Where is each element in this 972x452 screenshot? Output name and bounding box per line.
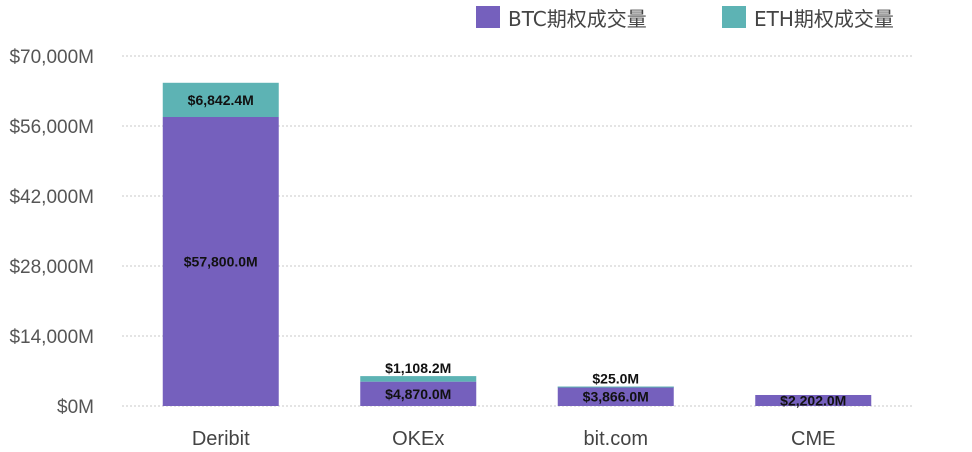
- data-labels: $57,800.0M $6,842.4M $4,870.0M $1,108.2M $3,…: [184, 92, 847, 409]
- data-label: $3,866.0M: [583, 388, 649, 404]
- data-label: $1,108.2M: [385, 360, 451, 376]
- data-label: $57,800.0M: [184, 254, 258, 270]
- bar-BTC期权成交量-OKEx: [360, 381, 477, 406]
- x-tick-label: OKEx: [392, 428, 444, 450]
- y-tick-label: $70,000M: [9, 47, 94, 68]
- bar-ETH期权成交量-OKEx: [360, 376, 477, 382]
- bars: [162, 82, 872, 406]
- y-axis-ticks: $0M $14,000M $28,000M $42,000M $56,000M $70,0…: [9, 47, 94, 418]
- data-label: $25.0M: [592, 371, 639, 387]
- bar-BTC期权成交量-Deribit: [162, 117, 279, 406]
- bar-ETH期权成交量-bit.com: [557, 386, 674, 388]
- y-tick-label: $0M: [57, 397, 94, 418]
- x-axis-ticks: Deribit OKEx bit.com CME: [192, 428, 836, 450]
- bar-BTC期权成交量-bit.com: [557, 386, 674, 406]
- legend-swatch: [476, 6, 500, 28]
- legend-label: BTC期权成交量: [508, 7, 647, 31]
- x-tick-label: CME: [791, 428, 835, 450]
- data-label: $6,842.4M: [188, 92, 254, 108]
- y-tick-label: $56,000M: [9, 117, 94, 138]
- y-tick-label: $28,000M: [9, 257, 94, 278]
- legend: BTC期权成交量 ETH期权成交量: [476, 6, 894, 31]
- data-label: $2,202.0M: [780, 392, 846, 408]
- x-tick-label: bit.com: [584, 428, 648, 450]
- legend-label: ETH期权成交量: [754, 7, 894, 31]
- data-label: $4,870.0M: [385, 386, 451, 402]
- legend-swatch: [722, 6, 746, 28]
- y-tick-label: $42,000M: [9, 187, 94, 208]
- bar-ETH期权成交量-Deribit: [162, 82, 279, 117]
- x-tick-label: Deribit: [192, 428, 250, 450]
- bar-BTC期权成交量-CME: [755, 394, 872, 406]
- y-tick-label: $14,000M: [9, 327, 94, 348]
